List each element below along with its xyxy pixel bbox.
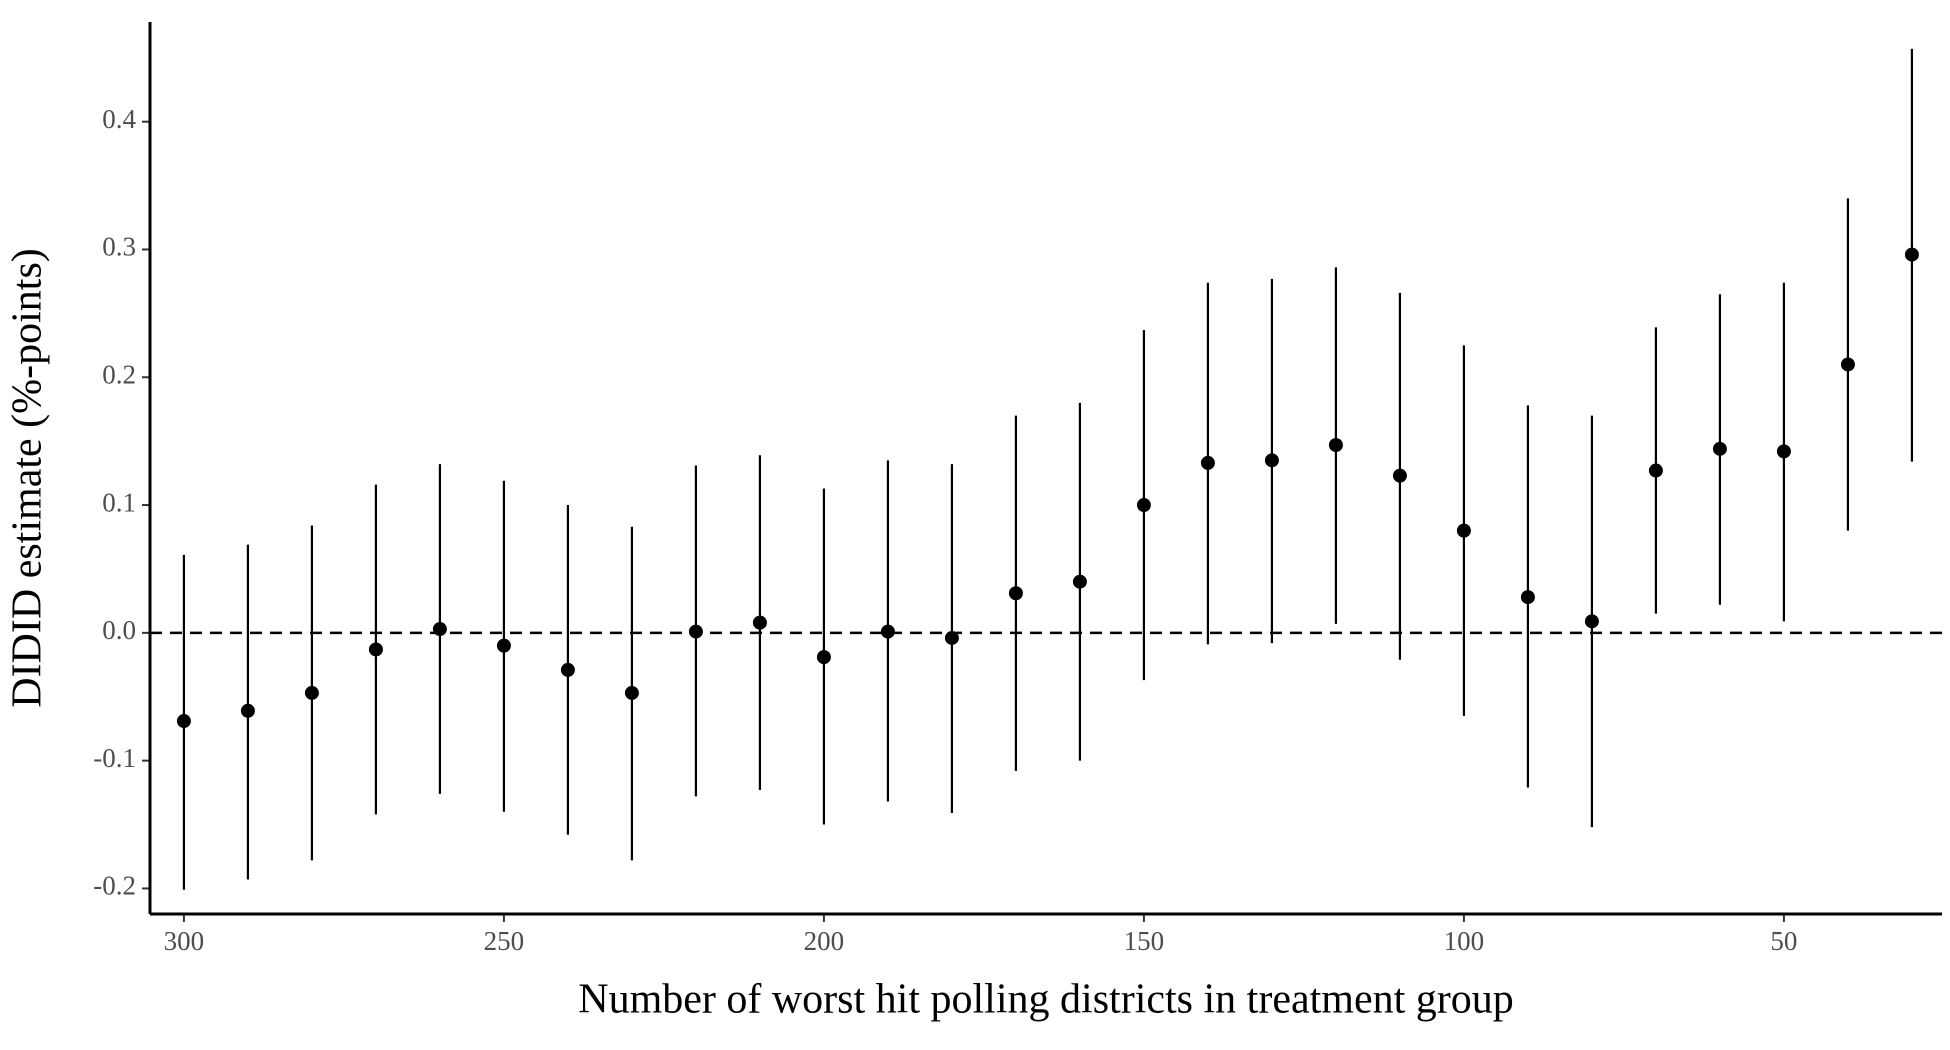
- point: [1264, 453, 1279, 468]
- x-tick-label: 300: [164, 926, 205, 956]
- x-tick-label: 50: [1770, 926, 1797, 956]
- point: [1072, 574, 1087, 589]
- y-axis-title: DIDID estimate (%-points): [5, 248, 51, 708]
- y-tick-label: 0.3: [102, 232, 136, 262]
- point: [816, 650, 831, 665]
- point: [1712, 441, 1727, 456]
- x-tick-label: 250: [484, 926, 525, 956]
- y-tick-label: 0.0: [102, 615, 136, 645]
- x-axis-title: Number of worst hit polling districts in…: [578, 977, 1514, 1023]
- point: [752, 615, 767, 630]
- point: [240, 703, 255, 718]
- y-tick-label: -0.1: [93, 743, 136, 773]
- x-tick-label: 100: [1444, 926, 1485, 956]
- point: [1008, 586, 1023, 601]
- y-tick-label: 0.1: [102, 487, 136, 517]
- point: [624, 685, 639, 700]
- point: [1392, 468, 1407, 483]
- x-tick-label: 150: [1124, 926, 1165, 956]
- point: [1136, 498, 1151, 513]
- point: [1456, 523, 1471, 538]
- point: [368, 642, 383, 657]
- point: [1328, 437, 1343, 452]
- y-tick-label: 0.4: [102, 104, 136, 134]
- point: [1840, 357, 1855, 372]
- x-tick-label: 200: [804, 926, 845, 956]
- point: [496, 638, 511, 653]
- point: [1776, 444, 1791, 459]
- point: [1200, 455, 1215, 470]
- point: [176, 714, 191, 729]
- point: [944, 630, 959, 645]
- point: [304, 685, 319, 700]
- point: [432, 622, 447, 637]
- point: [1520, 590, 1535, 605]
- point: [1584, 614, 1599, 629]
- point: [688, 624, 703, 639]
- point: [1648, 463, 1663, 478]
- point: [880, 624, 895, 639]
- y-tick-label: -0.2: [93, 871, 136, 901]
- y-tick-label: 0.2: [102, 359, 136, 389]
- point: [1904, 247, 1919, 262]
- point: [560, 662, 575, 677]
